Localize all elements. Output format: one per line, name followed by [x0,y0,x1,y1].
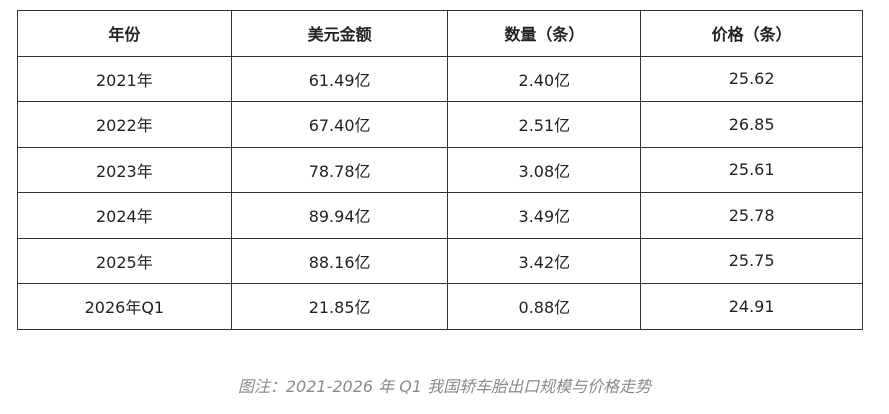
table-row: 2024年 89.94亿 3.49亿 25.78 [17,192,863,239]
table-cell: 2022年 [17,101,232,148]
table-cell: 61.49亿 [230,55,449,102]
table-cell: 78.78亿 [230,146,449,193]
table-cell: 2024年 [17,192,232,239]
table-cell: 3.42亿 [447,237,642,284]
table-cell: 0.88亿 [447,283,642,330]
table-row: 2021年 61.49亿 2.40亿 25.62 [17,55,863,102]
table-row: 2022年 67.40亿 2.51亿 26.85 [17,101,863,148]
table-body: 2021年 61.49亿 2.40亿 25.62 2022年 67.40亿 2.51亿 26.… [17,55,863,330]
table-cell: 2.40亿 [447,55,642,102]
header-cell: 数量（条） [447,10,642,57]
table-cell: 67.40亿 [230,101,449,148]
header-cell: 价格（条） [640,10,863,57]
header-cell: 美元金额 [230,10,449,57]
table-cell: 25.78 [640,192,863,239]
table-cell: 25.75 [640,237,863,284]
table-cell: 2025年 [17,237,232,284]
table-row: 2026年Q1 21.85亿 0.88亿 24.91 [17,283,863,330]
table-cell: 24.91 [640,283,863,330]
table-cell: 2021年 [17,55,232,102]
caption: 图注：2021-2026 年 Q1 我国轿车胎出口规模与价格走势 [237,377,652,396]
table-cell: 3.08亿 [447,146,642,193]
table-cell: 26.85 [640,101,863,148]
table-cell: 3.49亿 [447,192,642,239]
table-cell: 2.51亿 [447,101,642,148]
table-cell: 2026年Q1 [17,283,232,330]
header-row: 年份 美元金额 数量（条） 价格（条） [17,10,863,57]
header-cell: 年份 [17,10,232,57]
table-row: 2025年 88.16亿 3.42亿 25.75 [17,237,863,284]
table-cell: 2023年 [17,146,232,193]
table-row: 2023年 78.78亿 3.08亿 25.61 [17,146,863,193]
table-cell: 25.61 [640,146,863,193]
data-table: 年份 美元金额 数量（条） 价格（条） 2021年 61.49亿 2.40亿 25.62 20… [17,10,863,330]
table-cell: 21.85亿 [230,283,449,330]
table-cell: 25.62 [640,55,863,102]
table-cell: 88.16亿 [230,237,449,284]
table-cell: 89.94亿 [230,192,449,239]
